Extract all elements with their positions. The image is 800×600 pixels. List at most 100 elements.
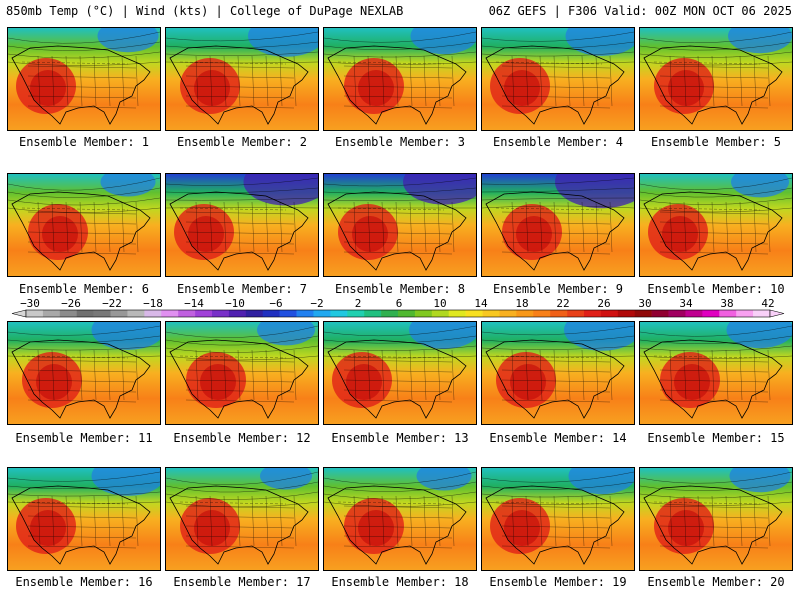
warm-air-core [358,510,394,546]
colorbar-swatch [516,310,534,317]
colorbar-swatch [600,310,619,317]
colorbar-swatch [719,310,737,317]
wind-contours [482,177,634,209]
warm-air-core [352,216,388,252]
ensemble-map-panel [7,27,161,131]
coastline [11,339,151,419]
temperature-map [324,322,476,424]
coastline [327,191,467,271]
coastline [643,339,783,419]
ensemble-member-label: Ensemble Member: 12 [173,431,311,445]
ensemble-map-panel [323,173,477,277]
colorbar-swatch [195,310,213,317]
colorbar-tick-label: 2 [355,298,362,310]
warm-air-core [510,364,546,400]
temperature-map [166,174,318,276]
colorbar-tick-label: −22 [102,298,122,310]
state-borders [21,495,139,549]
colorbar-swatch [685,310,703,317]
colorbar-swatch [76,310,94,317]
coastline [485,339,625,419]
coastline [169,339,309,419]
colorbar-swatch [93,310,111,317]
temperature-map [8,322,160,424]
colorbar-swatch [550,310,568,317]
ensemble-map-panel [7,321,161,425]
wind-contours [324,177,476,209]
coastline [169,485,309,565]
temperature-map [166,468,318,570]
state-borders [495,55,613,109]
colorbar-swatch [313,310,331,317]
colorbar-swatch [465,310,483,317]
ensemble-member-label: Ensemble Member: 8 [334,282,466,296]
ensemble-map-panel [165,321,319,425]
wind-contours [324,471,476,507]
colorbar-tick-label: 14 [474,298,488,310]
ensemble-map-panel [7,467,161,571]
warm-air-core [194,510,230,546]
cold-air-region [260,468,312,490]
ensemble-member-label: Ensemble Member: 18 [331,575,469,589]
cold-air-region [726,322,792,349]
colorbar-max-arrow [769,309,785,318]
temperature-map [640,468,792,570]
state-borders [653,495,771,549]
wind-contours [8,471,160,504]
wind-contours [166,177,318,209]
ensemble-map-panel [323,27,477,131]
colorbar-tick-label: 22 [556,298,569,310]
colorbar-swatch [617,310,636,317]
colorbar-swatch [245,310,264,317]
colorbar-tick-label: −2 [310,298,323,310]
ensemble-member-label: Ensemble Member: 5 [650,135,782,149]
colorbar-tick-label: 18 [515,298,528,310]
ensemble-member-label: Ensemble Member: 1 [18,135,150,149]
ensemble-map-panel [639,467,793,571]
colorbar-swatch [584,310,602,317]
state-borders [21,201,139,255]
colorbar-swatch [381,310,399,317]
colorbar-tick-label: 34 [679,298,693,310]
colorbar-swatch [26,310,44,317]
state-borders [337,349,455,403]
warm-air-core [200,364,236,400]
ensemble-map-panel [7,173,161,277]
temperature-colorbar: −30 −26 −22 −18 −14 −10 −6 −2 2 6 10 14 18 22 26 30 34 38… [11,298,785,318]
ensemble-member-label: Ensemble Member: 9 [492,282,624,296]
ensemble-member-label: Ensemble Member: 10 [647,282,785,296]
colorbar-swatch [296,310,314,317]
colorbar-swatch [499,310,517,317]
temperature-map [482,468,634,570]
temperature-map [166,28,318,130]
ensemble-map-panel [323,467,477,571]
ensemble-member-label: Ensemble Member: 19 [489,575,627,589]
ensemble-map-panel [639,173,793,277]
colorbar-swatch [668,310,686,317]
ensemble-member-label: Ensemble Member: 14 [489,431,627,445]
state-borders [653,201,771,255]
colorbar-tick-label: 30 [638,298,651,310]
state-borders [337,201,455,255]
temperature-map [8,28,160,130]
cold-air-region [100,174,156,197]
temperature-map [482,322,634,424]
state-borders [495,349,613,403]
colorbar-swatch [431,310,450,317]
warm-air-core [30,510,66,546]
coastline [643,485,783,565]
colorbar-swatch [127,310,145,317]
warm-air-core [358,70,394,106]
warm-air-core [504,70,540,106]
colorbar-swatch [651,310,669,317]
coastline [643,191,783,271]
wind-contours [8,31,160,66]
colorbar-min-arrow [11,309,27,318]
cold-air-region [416,468,472,491]
ensemble-map-panel [323,321,477,425]
wind-contours [324,325,476,359]
ensemble-member-label: Ensemble Member: 15 [647,431,785,445]
wind-contours [8,325,160,358]
warm-air-core [668,510,704,546]
coastline [11,45,151,125]
